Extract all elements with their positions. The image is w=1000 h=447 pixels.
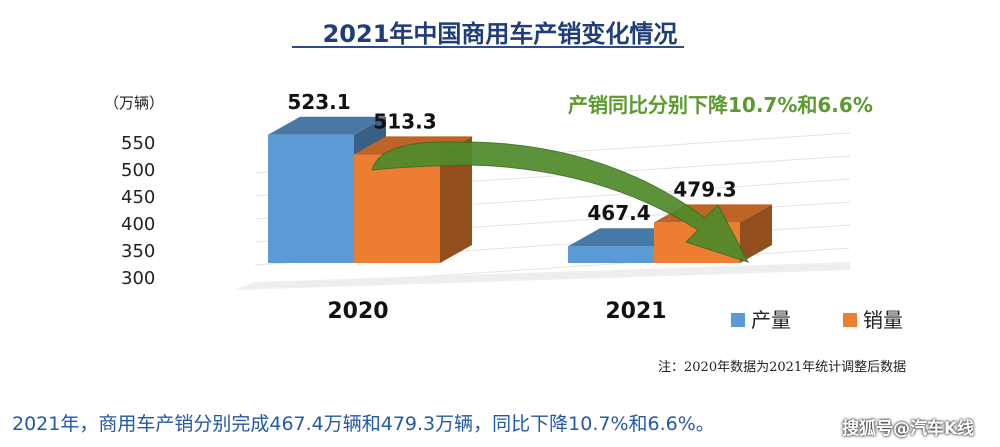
bar-产量-2021 (568, 246, 654, 263)
decline-arrow (371, 141, 750, 263)
caption-text: 2021年，商用车产销分别完成467.4万辆和479.3万辆，同比下降10.7%… (12, 413, 715, 435)
data-label: 523.1 (287, 90, 350, 114)
y-tick-label: 400 (121, 214, 155, 235)
change-annotation: 产销同比分别下降10.7%和6.6% (568, 93, 873, 117)
y-tick-label: 450 (121, 187, 155, 208)
bar-销量-2020 (354, 154, 440, 263)
legend-swatch (731, 313, 745, 327)
y-tick-label: 350 (121, 241, 155, 262)
y-tick-label: 550 (121, 133, 155, 154)
x-category-label: 2021 (605, 299, 666, 324)
bar-产量-2020 (268, 134, 354, 263)
data-label: 479.3 (673, 177, 736, 201)
title-underline (292, 46, 684, 48)
y-axis-unit-label: （万辆） (104, 94, 165, 112)
bar-top-face (268, 116, 386, 135)
x-category-label: 2020 (327, 299, 388, 324)
data-label: 467.4 (587, 201, 650, 225)
legend-label: 销量 (863, 308, 903, 332)
bar-side-face (740, 204, 772, 263)
bar-side-face (440, 136, 472, 263)
y-tick-label: 300 (121, 268, 155, 289)
data-label: 513.3 (373, 109, 436, 133)
chart-title: 2021年中国商用车产销变化情况 (322, 20, 678, 48)
source-watermark: 搜狐号@汽车K线 (842, 419, 975, 439)
legend-swatch (843, 313, 857, 327)
y-tick-label: 500 (121, 160, 155, 181)
footnote: 注：2020年数据为2021年统计调整后数据 (658, 360, 907, 375)
legend-label: 产量 (751, 308, 791, 332)
